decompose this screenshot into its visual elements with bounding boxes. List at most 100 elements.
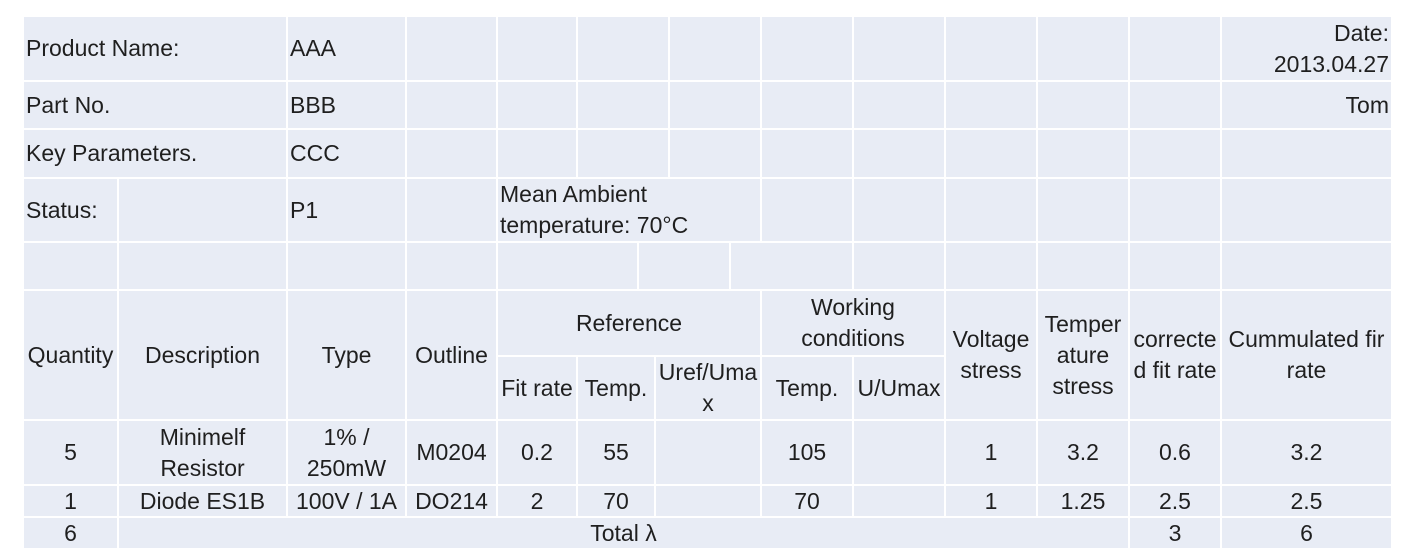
cell-text: 5	[64, 439, 77, 465]
cell-text: 2.5	[1159, 487, 1191, 514]
cell	[119, 243, 286, 289]
cell	[1038, 130, 1128, 177]
column-header: Temp.	[762, 357, 852, 419]
cell-text: AAA	[290, 35, 337, 61]
cell	[1038, 179, 1128, 241]
data-cell	[854, 421, 944, 484]
data-cell: 0.2	[498, 421, 576, 484]
data-cell: 0.6	[1130, 421, 1220, 484]
cell-text: 100V / 1A	[295, 487, 398, 514]
cell-text: M0204	[416, 439, 487, 465]
cell-text: DO214	[415, 487, 488, 514]
cell	[498, 130, 576, 177]
cell-text: 1	[64, 487, 77, 514]
value: P1	[288, 179, 405, 241]
cell	[407, 17, 496, 80]
cell	[854, 17, 944, 80]
author: Tom	[1222, 82, 1391, 128]
column-header: Outline	[407, 291, 496, 419]
data-cell	[656, 486, 760, 516]
cell-text: 3.2	[1067, 439, 1099, 465]
cell-text: Date:	[1334, 19, 1389, 46]
data-cell: 70	[578, 486, 654, 516]
data-cell: 2.5	[1222, 486, 1391, 516]
value: AAA	[288, 17, 405, 80]
cell	[578, 130, 668, 177]
cell	[854, 82, 944, 128]
cell	[498, 82, 576, 128]
column-header: Temp.	[578, 357, 654, 419]
cell	[24, 243, 117, 289]
data-cell: 2	[498, 486, 576, 516]
cell	[407, 82, 496, 128]
data-cell: 100V / 1A	[288, 486, 405, 516]
cell-text: Tom	[1345, 91, 1389, 118]
cell-text: 1	[984, 487, 998, 514]
cell-text: 2	[530, 487, 544, 514]
cell	[670, 82, 760, 128]
cell-text: 105	[787, 439, 827, 465]
note: Mean Ambient temperature: 70°C	[498, 179, 760, 241]
cell-text: Key Parameters.	[26, 140, 198, 166]
cell-text: Total λ	[590, 519, 657, 546]
cell	[1038, 243, 1128, 289]
column-header: U/Umax	[854, 357, 944, 419]
cell-text: 3	[1168, 519, 1182, 546]
cell	[946, 82, 1036, 128]
data-cell: 5	[24, 421, 117, 484]
cell-text: Description	[144, 341, 261, 368]
data-cell: DO214	[407, 486, 496, 516]
data-cell: 3.2	[1038, 421, 1128, 484]
cell-text: 3.2	[1290, 439, 1323, 465]
cell-text: Minimelf Resistor	[159, 423, 246, 481]
cell-text: CCC	[290, 140, 340, 166]
data-cell: 3.2	[1222, 421, 1391, 484]
cell-text: Fit rate	[501, 374, 573, 401]
column-header: Temperature stress	[1038, 291, 1128, 419]
data-cell: 1	[946, 421, 1036, 484]
cell	[1130, 130, 1220, 177]
cell	[1038, 82, 1128, 128]
cell	[762, 130, 852, 177]
cell	[762, 82, 852, 128]
cell-text: Temperature stress	[1044, 310, 1122, 399]
cell-text: 0.2	[521, 439, 553, 465]
data-cell: Minimelf Resistor	[119, 421, 286, 484]
cell	[288, 243, 405, 289]
cell	[1222, 130, 1391, 177]
column-header: Type	[288, 291, 405, 419]
cell-text: Status:	[26, 196, 98, 223]
cell-text: 2013.04.27	[1273, 50, 1389, 77]
cell-text: Uref/Umax	[658, 359, 758, 416]
cell	[119, 179, 286, 241]
cell-text: Part No.	[26, 91, 111, 118]
cell-text: Reference	[575, 309, 683, 336]
column-header: Description	[119, 291, 286, 419]
date: Date: 2013.04.27	[1222, 17, 1391, 80]
cell-text: Quantity	[27, 341, 114, 368]
data-cell: 1	[24, 486, 117, 516]
column-header: Voltage stress	[946, 291, 1036, 419]
data-cell	[656, 421, 760, 484]
cell-text: 6	[1300, 519, 1313, 546]
cell-text: 1% / 250mW	[306, 423, 387, 481]
total-label: Total λ	[119, 518, 1128, 548]
cell	[1222, 179, 1391, 241]
cell	[946, 179, 1036, 241]
column-header: Quantity	[24, 291, 117, 419]
cell-text: P1	[290, 196, 319, 223]
cell	[946, 130, 1036, 177]
cell	[578, 82, 668, 128]
cell-text: BBB	[290, 91, 337, 118]
cell-text: U/Umax	[857, 374, 941, 401]
data-cell: Diode ES1B	[119, 486, 286, 516]
cell	[639, 243, 729, 289]
group-header: Working conditions	[762, 291, 944, 355]
data-cell	[854, 486, 944, 516]
cell-text: 6	[64, 519, 77, 546]
cell-text: Product Name:	[26, 35, 180, 61]
cell	[854, 179, 944, 241]
data-cell: M0204	[407, 421, 496, 484]
cell-text: 1.25	[1060, 487, 1106, 514]
